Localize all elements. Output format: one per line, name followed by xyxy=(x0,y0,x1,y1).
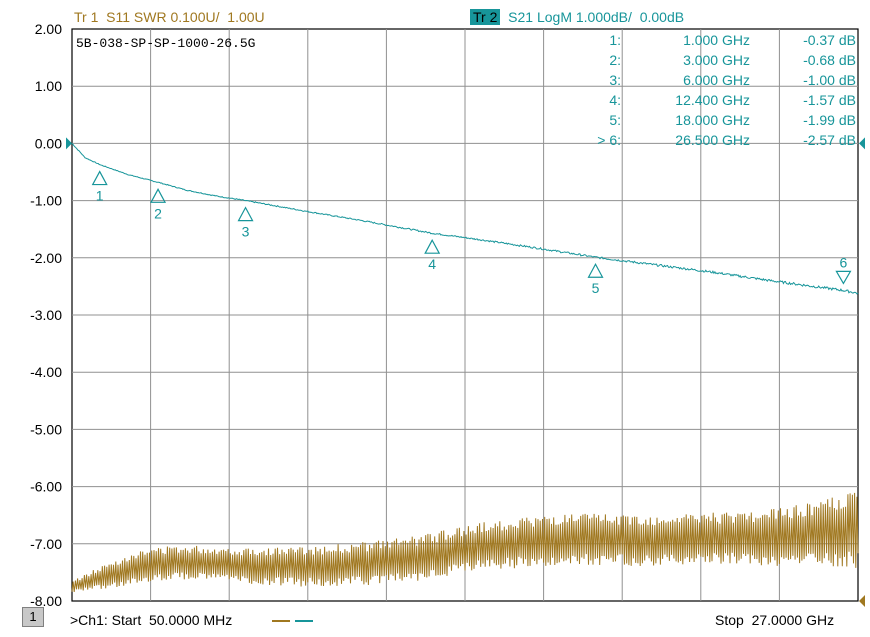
marker-table-id: > 6: xyxy=(597,132,621,148)
marker-table: 1: 1.000 GHz -0.37 dB 2: 3.000 GHz -0.68 dB 3:… xyxy=(597,32,856,148)
marker-label-2: 2 xyxy=(154,205,162,221)
trace1-header[interactable]: Tr 1 S11 SWR 0.100U/ 1.00U xyxy=(74,9,265,25)
y-tick-label: 1.00 xyxy=(35,78,62,94)
marker-table-freq: 1.000 GHz xyxy=(683,32,750,48)
y-tick-label: 2.00 xyxy=(35,21,62,37)
marker-label-3: 3 xyxy=(242,224,250,240)
trace1-label: S11 SWR 0.100U/ 1.00U xyxy=(106,9,265,25)
y-tick-label: -1.00 xyxy=(30,193,62,209)
marker-label-1: 1 xyxy=(96,188,104,204)
marker-symbols: 1 2 3 4 5 6 xyxy=(91,170,852,296)
marker-table-freq: 6.000 GHz xyxy=(683,72,750,88)
y-tick-label: -6.00 xyxy=(30,479,62,495)
marker-table-value: -1.00 dB xyxy=(803,72,856,88)
marker-triangle-6 xyxy=(835,270,852,285)
marker-table-freq: 3.000 GHz xyxy=(683,52,750,68)
trace1-legend-line xyxy=(272,620,290,622)
y-tick-labels: 2.00 1.00 0.00 -1.00 -2.00 -3.00 -4.00 -5.00 -6.… xyxy=(30,21,62,609)
marker-table-value: -0.68 dB xyxy=(803,52,856,68)
marker-label-6: 6 xyxy=(840,254,848,270)
y-tick-label: 0.00 xyxy=(35,135,62,151)
trace2-name: Tr 2 xyxy=(470,9,501,25)
marker-table-value: -2.57 dB xyxy=(803,132,856,148)
y-tick-label: -3.00 xyxy=(30,307,62,323)
marker-table-freq: 12.400 GHz xyxy=(675,92,750,108)
s11-line xyxy=(71,492,859,592)
marker-triangle-2 xyxy=(150,188,167,203)
marker-table-id: 2: xyxy=(609,52,621,68)
start-frequency-label: >Ch1: Start 50.0000 MHz xyxy=(70,612,233,628)
y-tick-label: -2.00 xyxy=(30,250,62,266)
s11-trace xyxy=(71,492,859,592)
reference-arrows xyxy=(66,137,865,607)
marker-table-freq: 26.500 GHz xyxy=(675,132,750,148)
marker-triangle-1 xyxy=(91,170,108,186)
s21-trace xyxy=(71,143,859,295)
stop-frequency-label: Stop 27.0000 GHz xyxy=(715,612,835,628)
marker-table-value: -0.37 dB xyxy=(803,32,856,48)
trace2-legend-line xyxy=(295,620,313,622)
s21-line xyxy=(71,143,859,295)
trace2-label: S21 LogM 1.000dB/ 0.00dB xyxy=(508,9,685,25)
marker-table-id: 5: xyxy=(609,112,621,128)
reference-arrow-s11 xyxy=(859,595,865,607)
marker-table-id: 3: xyxy=(609,72,621,88)
y-tick-label: -7.00 xyxy=(30,536,62,552)
y-tick-label: -4.00 xyxy=(30,364,62,380)
reference-arrow-right xyxy=(859,137,865,150)
plot-grid xyxy=(71,28,859,602)
marker-table-id: 4: xyxy=(609,92,621,108)
chart-title: 5B-038-SP-SP-1000-26.5G xyxy=(76,36,255,51)
reference-arrow-left xyxy=(66,137,72,150)
y-tick-label: -5.00 xyxy=(30,421,62,437)
marker-triangle-4 xyxy=(424,238,441,254)
y-tick-label: -8.00 xyxy=(30,593,62,609)
marker-table-value: -1.99 dB xyxy=(803,112,856,128)
marker-label-4: 4 xyxy=(428,256,436,272)
marker-table-id: 1: xyxy=(609,32,621,48)
marker-table-value: -1.57 dB xyxy=(803,92,856,108)
channel-badge[interactable]: 1 xyxy=(22,607,44,627)
trace2-header[interactable]: Tr 2 S21 LogM 1.000dB/ 0.00dB xyxy=(470,9,684,25)
marker-table-freq: 18.000 GHz xyxy=(675,112,750,128)
marker-triangle-3 xyxy=(237,206,254,222)
marker-label-5: 5 xyxy=(592,280,600,296)
marker-triangle-5 xyxy=(587,262,604,278)
trace1-name: Tr 1 xyxy=(74,9,99,25)
